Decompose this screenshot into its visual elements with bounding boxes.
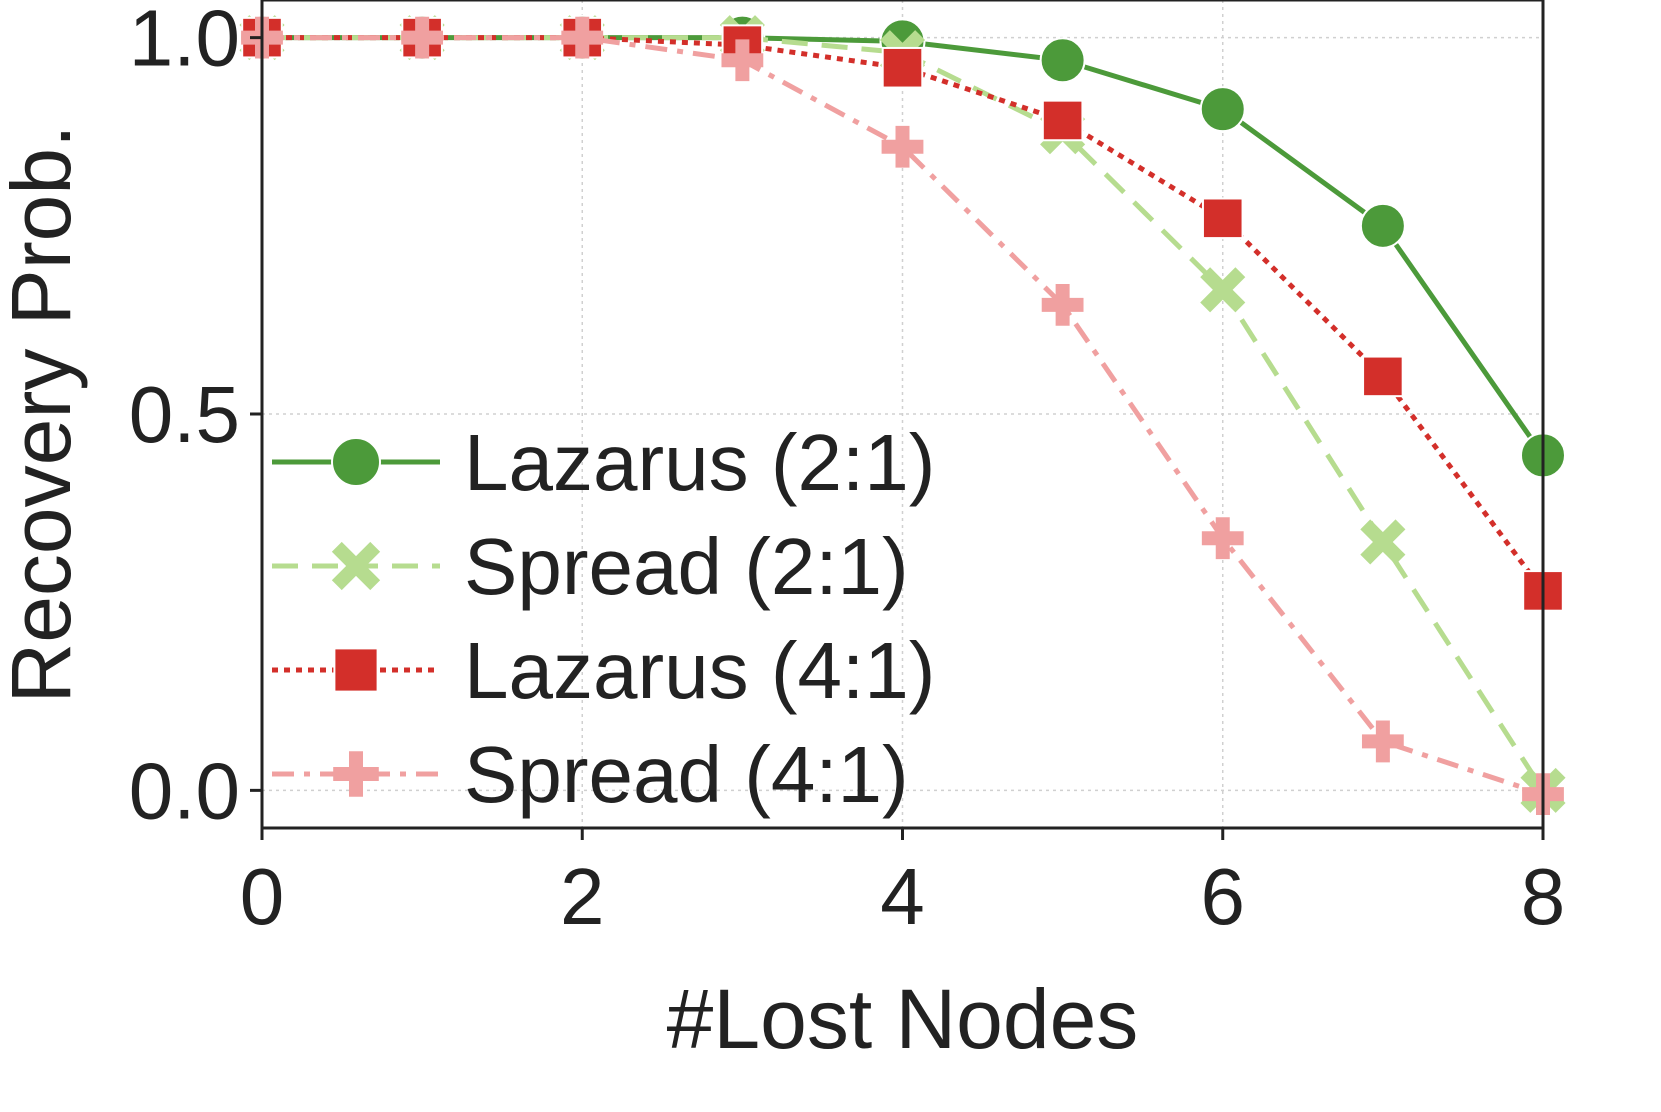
legend: Lazarus (2:1) Spread (2:1) Lazarus (4:1) Sp…: [272, 418, 935, 819]
legend-label: Spread (4:1): [464, 730, 909, 819]
y-tick-label: 0.5: [129, 370, 240, 459]
x-tick-label: 6: [1201, 852, 1246, 941]
x-tick-label: 4: [880, 852, 925, 941]
legend-marker: [333, 751, 379, 797]
legend-label: Lazarus (2:1): [464, 418, 935, 507]
legend-marker: [331, 541, 381, 591]
legend-item: Spread (2:1): [272, 522, 909, 611]
legend-marker: [331, 437, 381, 487]
data-point: [1201, 197, 1244, 240]
data-point: [1039, 37, 1086, 84]
data-point: [1362, 355, 1404, 398]
data-point: [1041, 99, 1084, 142]
y-axis-title: Recovery Prob.: [0, 125, 88, 704]
data-point: [1041, 283, 1084, 326]
data-point: [561, 16, 604, 59]
data-point: [1360, 519, 1406, 565]
legend-item: Lazarus (4:1): [272, 626, 935, 715]
legend-item: Lazarus (2:1): [272, 418, 935, 507]
data-point: [1201, 517, 1244, 560]
data-point: [881, 125, 924, 168]
data-point: [1199, 86, 1246, 133]
y-tick-label: 1.0: [129, 0, 240, 83]
series-line: [262, 35, 1544, 797]
legend-label: Lazarus (4:1): [464, 626, 935, 715]
data-point: [721, 39, 764, 82]
series-3: [241, 16, 1564, 816]
data-point: [1359, 202, 1406, 249]
data-point: [401, 16, 444, 59]
x-tick-label: 2: [560, 852, 605, 941]
data-point: [881, 46, 924, 89]
x-tick-label: 0: [240, 852, 285, 941]
y-tick-label: 0.0: [129, 746, 240, 835]
data-point: [1200, 267, 1246, 313]
legend-marker: [333, 647, 379, 693]
ticks: 0 2 4 6 8 0.0 0.5 1.0: [129, 0, 1565, 941]
series-layer: [239, 14, 1566, 816]
legend-label: Spread (2:1): [464, 522, 909, 611]
legend-item: Spread (4:1): [272, 730, 909, 819]
x-axis-title: #Lost Nodes: [667, 972, 1139, 1066]
data-point: [1361, 720, 1404, 763]
x-tick-label: 8: [1521, 852, 1566, 941]
